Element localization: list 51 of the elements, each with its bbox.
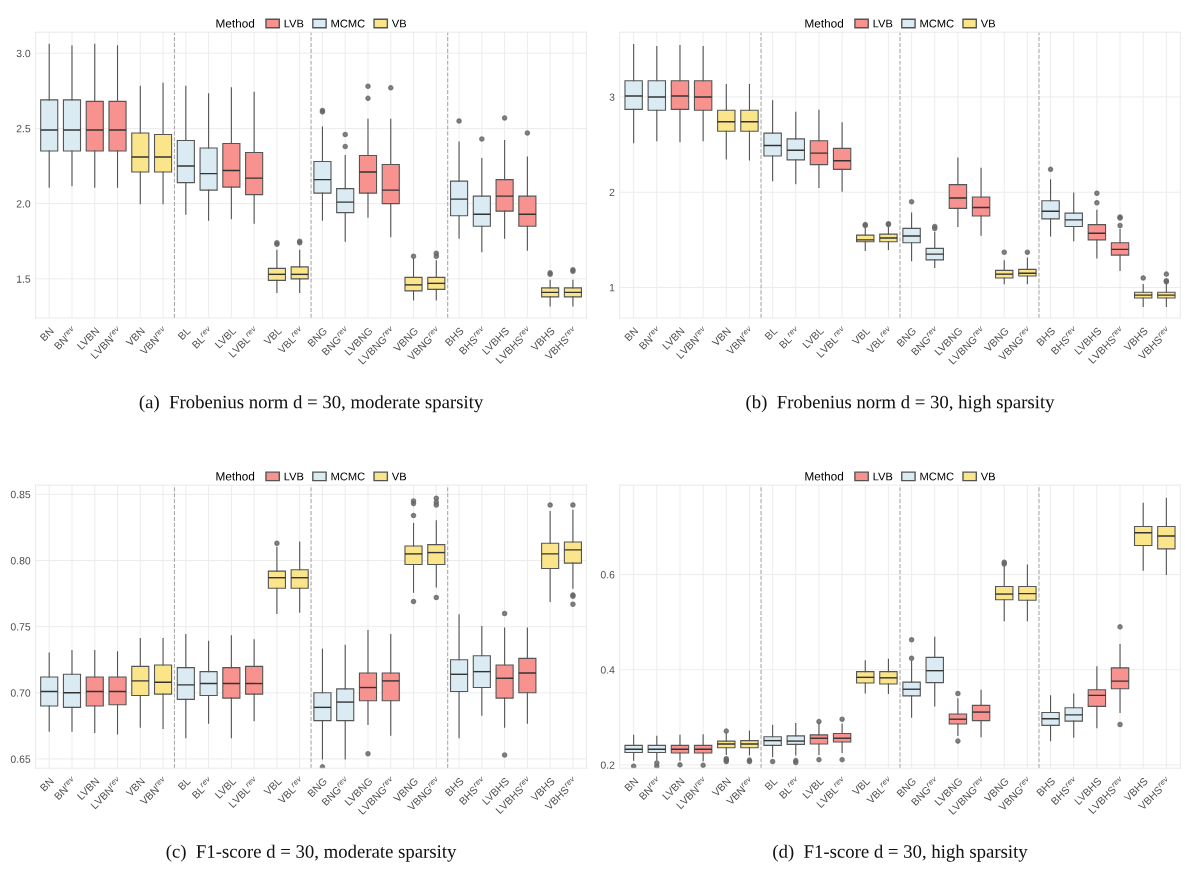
legend-label: MCMC [331, 19, 365, 28]
y-tick-label: 2 [609, 188, 615, 196]
legend-label: LVB [284, 472, 304, 481]
text: (d) F1-score d = 30, high sparsity [773, 844, 1028, 862]
x-tick-label: BL [764, 777, 778, 791]
y-tick-label: 0.6 [600, 571, 615, 579]
y-tick-label: 0.2 [600, 761, 615, 769]
y-tick-label: 2.0 [16, 200, 31, 208]
legend-label: LVB [284, 19, 304, 28]
y-tick-label: 0.70 [10, 689, 31, 697]
legend-label: VB [980, 19, 995, 28]
x-tick-label: BN [39, 777, 54, 792]
legend-label: MCMC [920, 19, 954, 28]
legend-title: Method [216, 18, 255, 28]
text: (b) Frobenius norm d = 30, high sparsity [746, 395, 1055, 413]
x-tick-label: BN$^{rev}$ [53, 326, 78, 350]
x-tick-label: BN$^{rev}$ [53, 776, 78, 801]
text: (a) Frobenius norm d = 30, moderate sparsity [139, 395, 484, 413]
x-tick-label: BL$^{rev}$ [778, 326, 801, 349]
legend-label: VB [391, 472, 407, 481]
legend-label: MCMC [331, 472, 365, 481]
y-tick-label: 3 [609, 93, 615, 101]
x-tick-label: BL$^{rev}$ [191, 776, 214, 799]
y-tick-label: 1.5 [17, 275, 31, 283]
legend-title: Method [805, 18, 844, 28]
y-tick-label: 3.0 [16, 49, 31, 58]
x-tick-label: BN [624, 327, 639, 342]
x-tick-label: BN$^{rev}$ [638, 776, 662, 801]
x-tick-label: BL [177, 777, 191, 791]
x-tick-label: BL [764, 326, 778, 341]
y-tick-label: 1 [609, 284, 615, 292]
y-tick-label: 0.80 [10, 557, 31, 565]
y-tick-label: 0.75 [10, 623, 31, 631]
legend-label: LVB [873, 19, 893, 28]
x-tick-label: BN [39, 327, 54, 342]
legend-label: VB [980, 472, 995, 481]
x-tick-label: BL [177, 326, 191, 341]
legend-title: Method [216, 471, 255, 481]
y-tick-label: 0.85 [10, 490, 31, 499]
x-tick-label: BN [624, 777, 639, 792]
y-tick-label: 0.65 [10, 755, 31, 763]
legend-title: Method [805, 471, 844, 481]
y-tick-label: 0.4 [600, 666, 615, 674]
x-tick-label: BN$^{rev}$ [638, 326, 662, 350]
y-tick-label: 2.5 [16, 124, 31, 133]
text: (c) F1-score d = 30, moderate sparsity [166, 844, 457, 862]
x-tick-label: BL$^{rev}$ [191, 326, 214, 349]
x-tick-label: BL$^{rev}$ [778, 776, 801, 799]
legend-label: VB [391, 19, 407, 28]
legend-label: LVB [873, 472, 893, 481]
legend-label: MCMC [920, 472, 954, 481]
